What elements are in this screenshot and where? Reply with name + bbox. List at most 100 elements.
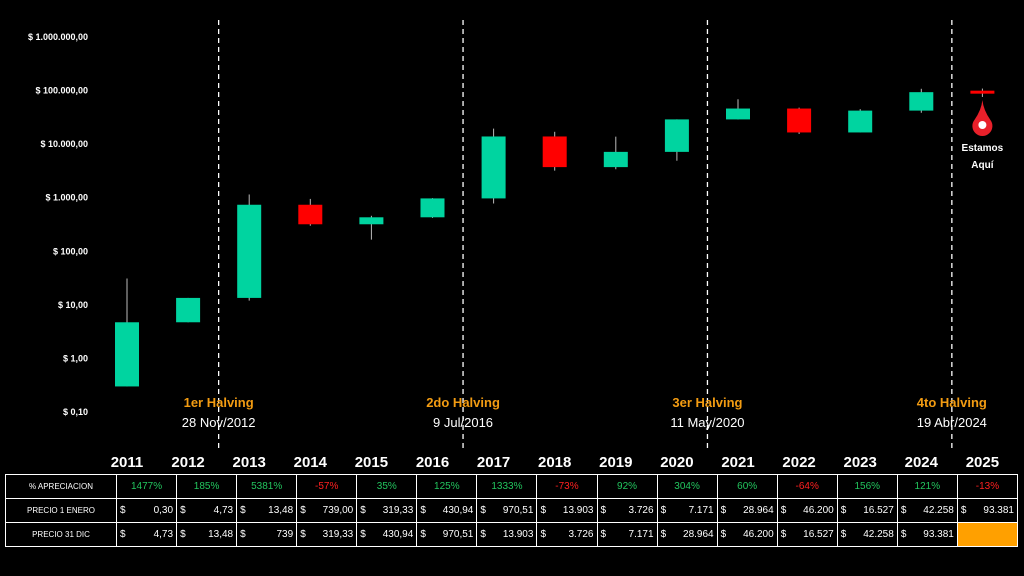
x-tick-label: 2013 [233, 454, 266, 471]
price-value: 13.903 [502, 529, 534, 540]
price-value: 93.381 [983, 505, 1014, 516]
candle-body [481, 136, 506, 199]
x-tick-label: 2022 [782, 454, 815, 471]
price-cell: $16.527 [836, 498, 898, 523]
currency-symbol: $ [240, 529, 246, 540]
marker-label-line1: Estamos [962, 143, 1004, 154]
price-value: 13,48 [268, 505, 294, 516]
currency-symbol: $ [900, 529, 907, 540]
y-tick-label: $ 1.000.000,00 [28, 32, 88, 42]
price-value: 3.726 [628, 505, 654, 516]
stats-table: % APRECIACION 1477% 185% 5381% -57% 35% 125% 13… [5, 474, 1019, 547]
row-label: PRECIO 1 ENERO [5, 498, 117, 523]
price-cell: $319,33 [296, 522, 358, 547]
candle-body [726, 108, 750, 120]
price-cell: $739 [236, 522, 298, 547]
price-value: 739,00 [322, 505, 354, 516]
halving-title: 3er Halving [672, 395, 742, 410]
currency-symbol: $ [300, 505, 306, 516]
currency-symbol: $ [120, 529, 126, 540]
price-value: 319,33 [382, 505, 414, 516]
location-pin-icon [972, 100, 993, 136]
currency-symbol: $ [180, 529, 186, 540]
currency-symbol: $ [480, 529, 486, 540]
price-cell: $3.726 [596, 498, 658, 523]
y-tick-label: $ 10.000,00 [40, 139, 88, 149]
x-tick-label: 2015 [355, 454, 388, 471]
y-tick-label: $ 1.000,00 [45, 193, 88, 203]
currency-symbol: $ [840, 505, 847, 516]
currency-symbol: $ [780, 505, 787, 516]
price-value: 42.258 [863, 529, 894, 540]
table-row: % APRECIACION 1477% 185% 5381% -57% 35% 125% 13… [5, 474, 1019, 499]
currency-symbol: $ [960, 505, 967, 516]
price-value: 4,73 [153, 529, 174, 540]
currency-symbol: $ [660, 505, 667, 516]
x-tick-label: 2011 [111, 454, 144, 471]
price-value: 4,73 [213, 505, 234, 516]
y-tick-label: $ 1,00 [63, 353, 88, 363]
currency-symbol: $ [420, 505, 426, 516]
price-cell: $93.381 [956, 498, 1019, 523]
pct-cell: -73% [536, 474, 598, 499]
pct-cell: 35% [356, 474, 418, 499]
pct-cell: 1477% [115, 474, 178, 499]
price-value: 93.381 [923, 529, 954, 540]
price-value: 16.527 [803, 529, 834, 540]
halving-title: 1er Halving [184, 395, 254, 410]
price-value: 7.171 [688, 505, 714, 516]
pct-cell: -13% [956, 474, 1019, 499]
currency-symbol: $ [360, 505, 366, 516]
price-value: 28.964 [743, 505, 774, 516]
halving-date: 11 May/2020 [670, 415, 744, 430]
pct-cell: -57% [296, 474, 358, 499]
price-value: 430,94 [442, 505, 474, 516]
candle-body [359, 217, 384, 225]
currency-symbol: $ [120, 505, 126, 516]
price-cell: $13.903 [536, 498, 598, 523]
currency-symbol: $ [600, 529, 607, 540]
price-value: 319,33 [322, 529, 354, 540]
currency-symbol: $ [600, 505, 607, 516]
x-tick-label: 2014 [294, 454, 328, 471]
currency-symbol: $ [300, 529, 306, 540]
candle-body [787, 108, 812, 133]
pct-cell: 185% [176, 474, 238, 499]
price-value: 0,30 [153, 505, 174, 516]
price-cell: $970,51 [416, 522, 478, 547]
x-tick-label: 2016 [416, 454, 449, 471]
currency-symbol: $ [540, 529, 546, 540]
halving-date: 19 Abr/2024 [917, 415, 987, 430]
currency-symbol: $ [780, 529, 787, 540]
price-cell: $28.964 [716, 498, 778, 523]
pct-cell: -64% [776, 474, 838, 499]
currency-symbol: $ [180, 505, 186, 516]
price-value: 28.964 [683, 529, 714, 540]
price-cell: $0,30 [115, 498, 178, 523]
price-cell: $42.258 [896, 498, 958, 523]
price-value: 970,51 [442, 529, 474, 540]
price-value: 3.726 [568, 529, 594, 540]
x-tick-label: 2020 [660, 454, 693, 471]
candle-body [298, 204, 323, 225]
price-cell: $4,73 [176, 498, 238, 523]
halving-title: 2do Halving [426, 395, 500, 410]
candle-body [603, 151, 628, 168]
price-cell: $13,48 [176, 522, 238, 547]
currency-symbol: $ [900, 505, 907, 516]
marker-label-line2: Aquí [971, 160, 994, 171]
price-value: 13.903 [562, 505, 594, 516]
y-tick-label: $ 100,00 [53, 246, 88, 256]
x-tick-label: 2018 [538, 454, 571, 471]
price-cell: $430,94 [356, 522, 418, 547]
price-chart: $ 0,10 $ 1,00 $ 10,00 $ 100,00 $ 1.000,00 $ 1… [28, 20, 1004, 471]
candle-body [237, 204, 262, 298]
price-cell: $46.200 [716, 522, 778, 547]
halving-date: 9 Jul/2016 [433, 415, 493, 430]
price-value: 42.258 [923, 505, 954, 516]
price-cell: $4,73 [115, 522, 178, 547]
price-value: 739 [276, 529, 294, 540]
pct-cell: 121% [896, 474, 958, 499]
currency-symbol: $ [540, 505, 546, 516]
x-tick-label: 2024 [905, 454, 939, 471]
